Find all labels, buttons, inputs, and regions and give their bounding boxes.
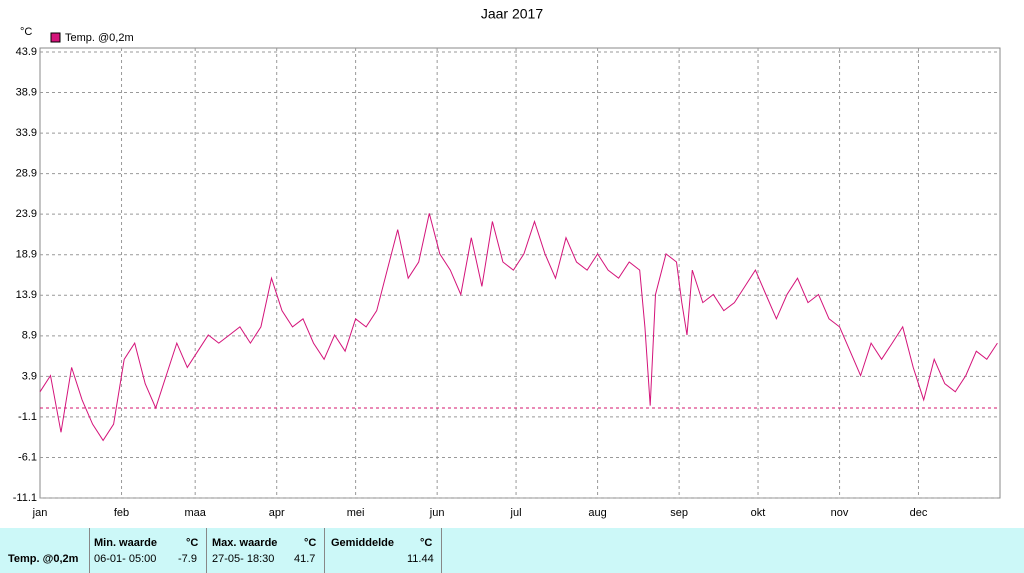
y-tick-label: 13.9 (16, 289, 37, 301)
chart: Jaar 2017 °C Temp. @0,2m -11.1 -6.1 -1.1 3.… (13, 6, 1001, 519)
header: Min. waarde (94, 537, 157, 549)
min: -7.9 (178, 553, 197, 565)
header: °C (420, 537, 433, 549)
x-tick-label: feb (114, 507, 129, 519)
max-time: 27-05- 18:30 (212, 553, 275, 565)
avg: 11.44 (407, 553, 434, 565)
max: 41.7 (294, 553, 316, 565)
x-tick-label: sep (670, 507, 688, 519)
y-tick-label: 3.9 (22, 370, 37, 382)
separator (441, 528, 442, 573)
x-tick-label: mei (347, 507, 365, 519)
header: Gemiddelde (331, 537, 394, 549)
y-tick-label: 28.9 (16, 168, 37, 180)
header: °C (304, 537, 317, 549)
x-tick-label: apr (269, 507, 285, 519)
x-tick-label: jun (429, 507, 445, 519)
row-label: Temp. @0,2m (8, 553, 79, 565)
y-tick-label: 38.9 (16, 86, 37, 98)
x-tick-label: okt (751, 507, 766, 519)
separator (206, 528, 207, 573)
header: Max. waarde (212, 537, 278, 549)
y-tick-label: 33.9 (16, 127, 37, 139)
legend-swatch (50, 32, 61, 43)
chart-title: Jaar 2017 (481, 6, 543, 22)
separator (89, 528, 90, 573)
x-tick-label: jul (510, 507, 522, 519)
y-tick-label: 43.9 (16, 46, 37, 58)
plot-frame (39, 47, 1001, 499)
series-line (39, 213, 998, 442)
y-tick-label: 8.9 (22, 330, 37, 342)
stats-table: Min. waarde °C Max. waarde °C Gemiddelde… (0, 528, 1024, 573)
y-tick-label: 18.9 (16, 249, 37, 261)
x-tick-label: nov (831, 507, 849, 519)
y-tick-label: -6.1 (18, 451, 37, 463)
y-unit: °C (20, 26, 32, 38)
x-tick-label: aug (588, 507, 606, 519)
separator (324, 528, 325, 573)
min-time: 06-01- 05:00 (94, 553, 157, 565)
y-tick-label: -1.1 (18, 411, 37, 423)
y-tick-label: 23.9 (16, 208, 37, 220)
x-tick-label: dec (910, 507, 928, 519)
legend-label: Temp. @0,2m (65, 32, 134, 44)
header: °C (186, 537, 199, 549)
x-tick-label: maa (184, 507, 206, 519)
x-tick-label: jan (32, 507, 48, 519)
y-tick-label: -11.1 (13, 492, 37, 504)
